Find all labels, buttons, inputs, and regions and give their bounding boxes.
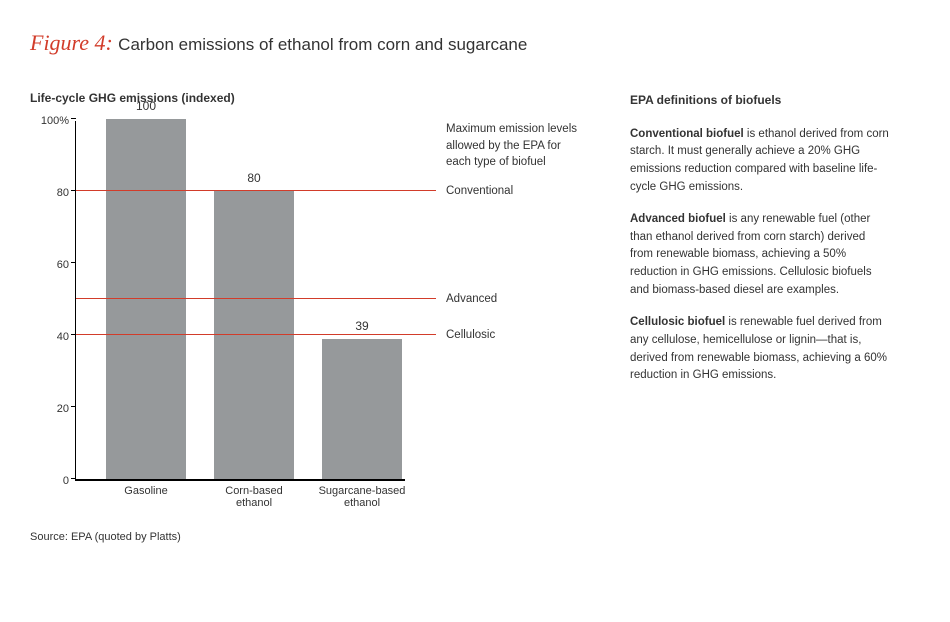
bar-value-label: 80: [214, 171, 294, 185]
bar-category-label: Corn-basedethanol: [209, 479, 299, 509]
y-tick-label: 0: [63, 475, 69, 487]
y-tick-mark: [71, 262, 76, 263]
definition: Conventional biofuel is ethanol derived …: [630, 126, 890, 197]
y-tick-label: 40: [57, 331, 69, 343]
reference-line-label: Conventional: [446, 185, 576, 197]
bar-category-label: Sugarcane-basedethanol: [317, 479, 407, 509]
definition-term: Conventional biofuel: [630, 128, 744, 140]
definition-text: is any renewable fuel (other than ethano…: [630, 213, 872, 296]
y-tick-mark: [71, 478, 76, 479]
figure-number: Figure 4:: [30, 30, 113, 55]
definition: Cellulosic biofuel is renewable fuel der…: [630, 314, 890, 385]
plot-area: Maximum emission levels allowed by the E…: [75, 121, 405, 481]
definition-term: Cellulosic biofuel: [630, 316, 725, 328]
reference-line-label: Advanced: [446, 293, 576, 305]
y-tick-label: 100%: [41, 115, 69, 127]
definition: Advanced biofuel is any renewable fuel (…: [630, 211, 890, 300]
chart-section: Life-cycle GHG emissions (indexed) 02040…: [30, 91, 550, 543]
reference-line: [76, 298, 436, 299]
reference-line: [76, 190, 436, 191]
chart-source: Source: EPA (quoted by Platts): [30, 531, 550, 543]
bar-category-label: Gasoline: [101, 479, 191, 497]
definitions-sidebar: EPA definitions of biofuels Conventional…: [630, 91, 890, 543]
chart: 020406080100% Maximum emission levels al…: [30, 121, 550, 481]
content-row: Life-cycle GHG emissions (indexed) 02040…: [30, 91, 920, 543]
reference-line-label: Cellulosic: [446, 329, 576, 341]
y-tick-label: 20: [57, 403, 69, 415]
y-tick-label: 60: [57, 259, 69, 271]
reference-line: [76, 334, 436, 335]
y-axis: 020406080100%: [30, 121, 75, 481]
figure-title: Figure 4: Carbon emissions of ethanol fr…: [30, 30, 920, 56]
definition-term: Advanced biofuel: [630, 213, 726, 225]
bar-value-label: 100: [106, 99, 186, 113]
sidebar-title: EPA definitions of biofuels: [630, 91, 890, 110]
y-tick-mark: [71, 406, 76, 407]
bar: 100Gasoline: [106, 119, 186, 479]
bar: 80Corn-basedethanol: [214, 191, 294, 479]
legend-note: Maximum emission levels allowed by the E…: [446, 121, 586, 171]
bar-value-label: 39: [322, 319, 402, 333]
y-tick-label: 80: [57, 187, 69, 199]
y-tick-mark: [71, 118, 76, 119]
figure-title-text: Carbon emissions of ethanol from corn an…: [118, 35, 527, 54]
bar: 39Sugarcane-basedethanol: [322, 339, 402, 479]
